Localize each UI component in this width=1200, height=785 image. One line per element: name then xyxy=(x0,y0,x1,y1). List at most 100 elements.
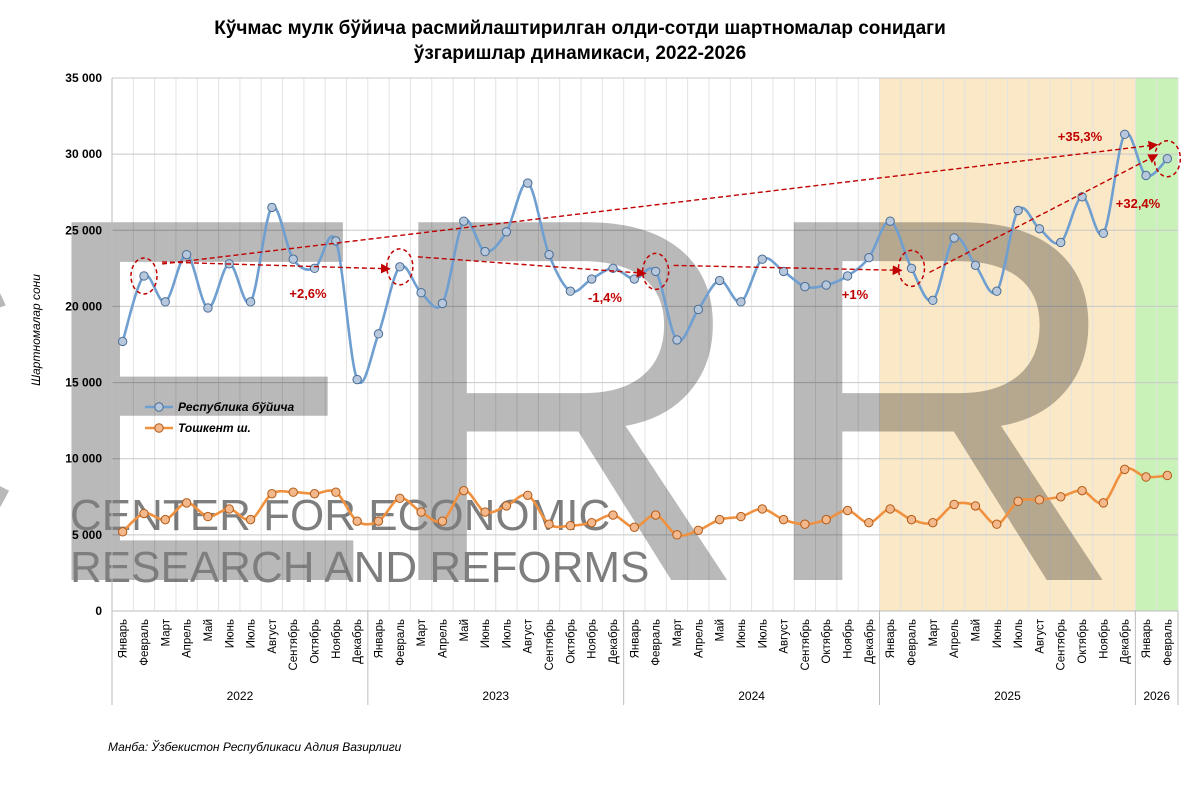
data-point xyxy=(544,249,554,260)
year-label: 2026 xyxy=(1143,689,1170,703)
x-tick-label: Июнь xyxy=(736,619,748,648)
legend-label: Тошкент ш. xyxy=(178,421,251,435)
data-point xyxy=(309,489,320,499)
x-tick-label: Январь xyxy=(1141,619,1153,658)
data-point xyxy=(267,202,277,213)
y-tick-label: 20 000 xyxy=(65,299,102,313)
data-point xyxy=(160,514,171,525)
growth-label: +2,6% xyxy=(289,286,327,301)
x-tick-label: Октябрь xyxy=(821,619,833,664)
x-tick-label: Май xyxy=(715,619,727,642)
x-tick-label: Март xyxy=(928,618,940,646)
x-tick-label: Июль xyxy=(246,619,258,648)
data-point xyxy=(480,246,490,257)
data-point xyxy=(1141,170,1151,181)
growth-arrow xyxy=(417,256,647,278)
data-point xyxy=(736,297,746,307)
data-point xyxy=(288,487,298,497)
x-tick-label: Апрель xyxy=(437,619,449,658)
x-tick-label: Сентябрь xyxy=(288,619,300,671)
data-point xyxy=(864,252,874,263)
growth-arrow xyxy=(161,140,1159,265)
year-label: 2025 xyxy=(994,689,1021,703)
x-tick-label: Май xyxy=(203,619,215,642)
data-point xyxy=(650,266,661,277)
data-point xyxy=(906,263,917,274)
y-tick-label: 25 000 xyxy=(65,223,102,237)
data-point xyxy=(480,507,490,517)
data-point xyxy=(672,335,682,345)
x-tick-label: Январь xyxy=(118,619,130,658)
data-point xyxy=(608,510,618,520)
data-point xyxy=(992,286,1002,296)
x-tick-label: Август xyxy=(1034,618,1046,653)
data-point xyxy=(629,522,640,532)
highlight-ellipse xyxy=(1153,139,1182,178)
data-point xyxy=(587,517,597,528)
data-point xyxy=(842,505,853,516)
growth-label: -1,4% xyxy=(588,290,622,305)
chart-title-line1: Кўчмас мулк бўйича расмийлаштирилган олд… xyxy=(214,18,946,39)
x-tick-label: Февраль xyxy=(651,619,663,666)
growth-arrow xyxy=(673,264,903,276)
data-point xyxy=(373,516,384,526)
x-tick-label: Март xyxy=(672,618,684,646)
chart-title: Кўчмас мулк бўйича расмийлаштирилган олд… xyxy=(0,16,1160,66)
data-point xyxy=(757,254,767,264)
x-tick-label: Февраль xyxy=(395,619,407,666)
data-point xyxy=(970,501,981,511)
x-tick-label: Май xyxy=(970,619,982,642)
series-lines xyxy=(117,129,1173,540)
data-point xyxy=(437,516,448,526)
data-point xyxy=(1120,129,1130,140)
growth-annotations: +2,6% -1,4% +1% +35,3% +32,4% xyxy=(130,129,1182,305)
watermark-line1: CENTER FOR ECONOMIC xyxy=(70,491,610,540)
data-point xyxy=(906,514,917,525)
x-tick-label: Декабрь xyxy=(608,619,620,664)
x-tick-label: Июль xyxy=(501,619,513,648)
data-point xyxy=(864,517,874,528)
data-point xyxy=(1034,495,1045,505)
data-point xyxy=(331,487,341,497)
y-tick-label: 30 000 xyxy=(65,147,102,161)
data-point xyxy=(1120,464,1130,475)
data-point xyxy=(1098,498,1109,508)
data-point xyxy=(288,254,298,264)
data-point xyxy=(885,504,895,514)
data-point xyxy=(523,490,533,500)
data-point xyxy=(800,519,810,529)
data-point xyxy=(565,286,576,296)
data-point xyxy=(1034,224,1045,234)
data-point xyxy=(778,266,789,277)
data-point xyxy=(928,517,938,528)
highlight-ellipse xyxy=(386,248,414,286)
chart-title-line2: ўзгаришлар динамикаси, 2022-2026 xyxy=(413,43,747,64)
data-point xyxy=(523,178,533,188)
y-axis-label: Шартномалар сони xyxy=(29,274,43,386)
x-tick-label: Ноябрь xyxy=(843,619,855,659)
x-tick-label: Август xyxy=(523,618,535,653)
data-point xyxy=(181,249,192,260)
data-point xyxy=(245,514,256,525)
watermark-letters: CERR xyxy=(0,110,1127,691)
x-tick-label: Август xyxy=(779,618,791,653)
x-tick-label: Январь xyxy=(374,619,386,658)
data-point xyxy=(416,507,426,517)
data-point xyxy=(117,527,128,537)
data-point xyxy=(544,519,554,529)
watermark: CERR CENTER FOR ECONOMIC RESEARCH AND RE… xyxy=(0,110,1127,691)
data-point xyxy=(800,281,810,292)
year-label: 2024 xyxy=(738,689,765,703)
highlight-ellipse xyxy=(130,257,158,295)
data-point xyxy=(672,530,682,540)
data-point xyxy=(650,510,661,520)
data-point xyxy=(992,519,1002,529)
y-tick-label: 0 xyxy=(95,604,102,618)
data-point xyxy=(949,499,959,510)
data-point xyxy=(587,274,597,284)
data-point xyxy=(885,216,895,226)
legend-swatch-marker xyxy=(154,402,164,412)
data-point xyxy=(224,504,234,514)
year-label: 2022 xyxy=(227,689,254,703)
y-tick-label: 15 000 xyxy=(65,376,102,390)
